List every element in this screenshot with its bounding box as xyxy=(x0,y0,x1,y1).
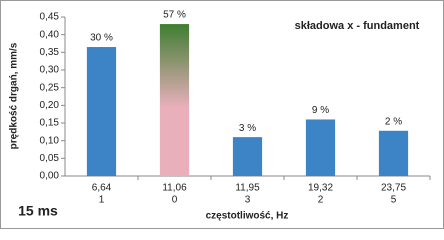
bar xyxy=(305,119,336,176)
bar-label: 57 % xyxy=(163,10,186,21)
chart: składowa x - fundament 15 ms częstotliwo… xyxy=(0,0,444,229)
y-axis-label: prędkość drgań, mm/s xyxy=(9,42,20,149)
y-tick-label: 0,35 xyxy=(40,47,60,58)
bar-label: 9 % xyxy=(312,105,329,116)
x-tick-label: 11,06 xyxy=(162,183,187,194)
y-tick-label: 0,30 xyxy=(40,65,60,76)
x-axis-label: częstotliwość, Hz xyxy=(206,211,289,222)
x-tick-sublabel: 1 xyxy=(99,195,105,206)
annotation: składowa x - fundament xyxy=(295,20,420,32)
x-tick-label: 23,75 xyxy=(381,183,406,194)
bar xyxy=(159,24,190,176)
x-tick-label: 19,32 xyxy=(308,183,333,194)
y-tick-label: 0,00 xyxy=(40,171,60,182)
y-tick-label: 0,25 xyxy=(40,82,60,93)
bar-label: 2 % xyxy=(385,116,402,127)
y-tick-label: 0,40 xyxy=(40,29,60,40)
x-tick-sublabel: 2 xyxy=(318,195,324,206)
x-tick-sublabel: 5 xyxy=(391,195,397,206)
y-tick-label: 0,45 xyxy=(40,12,60,23)
bar xyxy=(232,137,263,176)
x-tick-label: 11,95 xyxy=(235,183,260,194)
corner-label: 15 ms xyxy=(18,203,58,219)
y-tick-label: 0,20 xyxy=(40,100,60,111)
bar-label: 3 % xyxy=(239,123,256,134)
x-tick-label: 6,64 xyxy=(92,183,112,194)
y-tick-label: 0,15 xyxy=(40,118,60,129)
bar-label: 30 % xyxy=(90,33,113,44)
bar xyxy=(378,130,409,176)
y-tick-label: 0,10 xyxy=(40,135,60,146)
y-tick-label: 0,05 xyxy=(40,153,60,164)
bar xyxy=(86,47,117,177)
frame xyxy=(0,0,444,229)
x-tick-sublabel: 0 xyxy=(172,195,178,206)
x-tick-sublabel: 3 xyxy=(245,195,251,206)
